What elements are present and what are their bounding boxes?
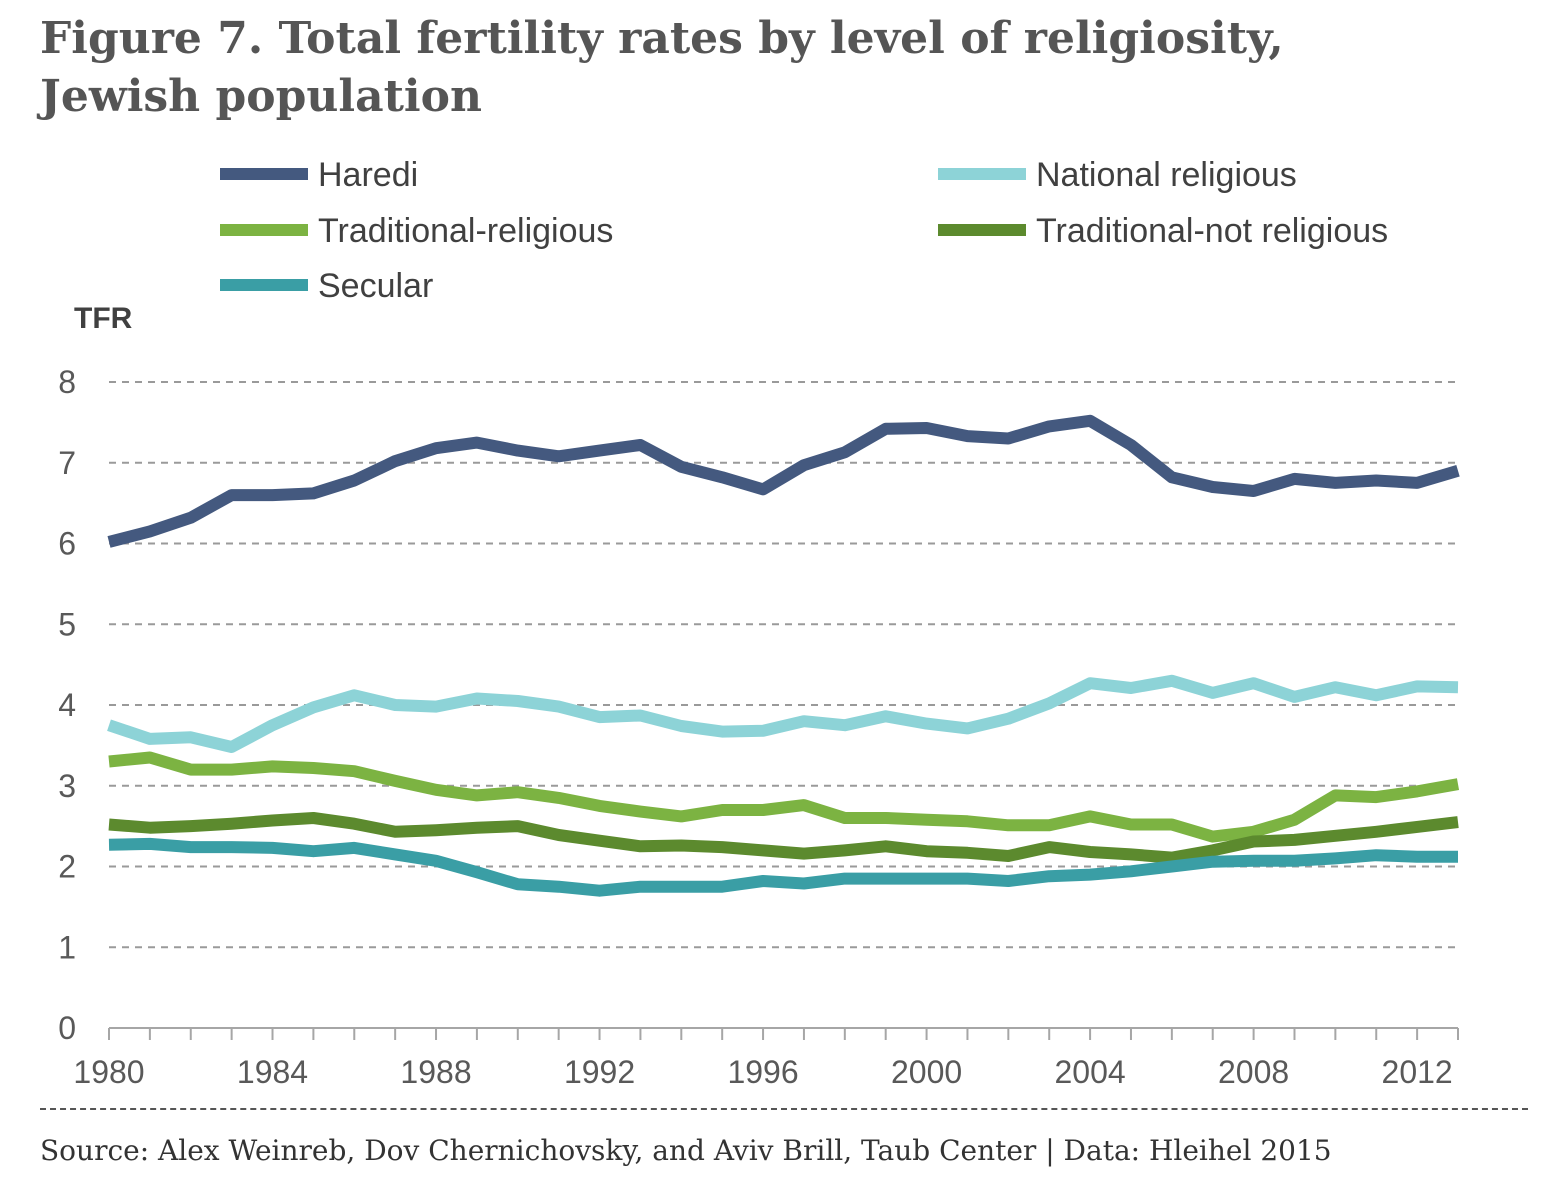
footer-divider (40, 1108, 1528, 1110)
y-axis-title: TFR (74, 302, 133, 335)
legend-label-national-religious: National religious (1036, 156, 1297, 194)
x-tick-label: 1988 (400, 1054, 471, 1090)
y-tick-label: 2 (58, 849, 76, 885)
y-tick-label: 5 (58, 606, 76, 642)
y-tick-label: 0 (58, 1010, 76, 1046)
series-line-national-religious (107, 674, 1459, 753)
legend-label-haredi: Haredi (318, 156, 418, 194)
series-line-haredi (107, 414, 1460, 548)
x-tick-label: 1996 (727, 1054, 798, 1090)
chart-title: Figure 7. Total fertility rates by level… (40, 10, 1520, 126)
legend-label-traditional-not-religious: Traditional-not religious (1036, 212, 1388, 250)
y-tick-label: 7 (58, 445, 76, 481)
chart-title-line-2: Jewish population (40, 71, 482, 122)
x-tick-label: 2008 (1218, 1054, 1289, 1090)
y-tick-label: 6 (58, 526, 76, 562)
x-tick-label: 2000 (891, 1054, 962, 1090)
x-tick-label: 1980 (73, 1054, 144, 1090)
x-tick-label: 1984 (237, 1054, 308, 1090)
chart-title-line-1: Figure 7. Total fertility rates by level… (40, 13, 1284, 64)
series-line-traditional-religious (108, 751, 1460, 843)
legend-label-secular: Secular (318, 267, 433, 305)
line-chart: 0 1 2 3 4 5 6 7 8 1980 1984 1988 1992 1996 2000 2004 200… (58, 156, 1460, 1090)
x-tick-label: 2004 (1054, 1054, 1125, 1090)
source-note: Source: Alex Weinreb, Dov Chernichovsky,… (40, 1134, 1332, 1167)
legend-label-traditional-religious: Traditional-religious (318, 212, 613, 250)
x-tick-label: 1992 (564, 1054, 635, 1090)
y-tick-label: 4 (58, 687, 76, 723)
y-tick-label: 3 (58, 768, 76, 804)
series-line-secular (108, 837, 1458, 897)
y-tick-label: 1 (58, 929, 76, 965)
x-tick-label: 2012 (1382, 1054, 1453, 1090)
series-line-traditional-not-religious (108, 812, 1459, 864)
y-tick-label: 8 (58, 364, 76, 400)
